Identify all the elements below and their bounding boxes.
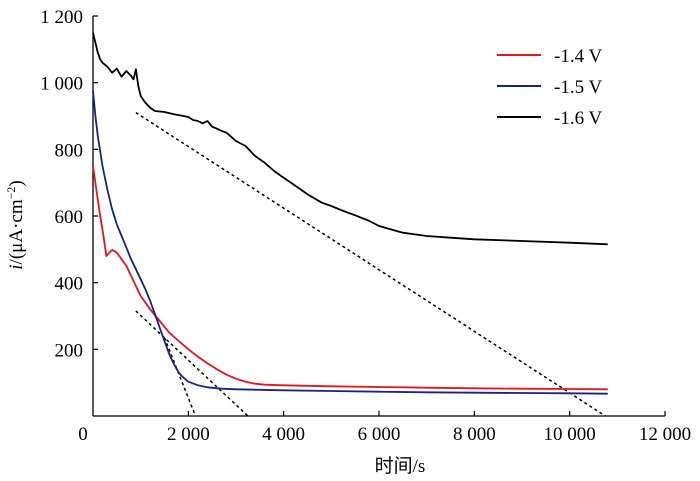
tangent-line (135, 112, 606, 417)
x-tick-label: 12 000 (639, 424, 691, 445)
x-tick-label: 8 000 (453, 424, 496, 445)
x-tick-label: 0 (78, 424, 88, 445)
x-axis-title: 时间/s (375, 455, 426, 477)
y-axis-title: i/(μA·cm−2) (4, 180, 27, 269)
y-ticks: 200 400 600 800 1 000 1 200 (40, 7, 98, 361)
x-tick-label: 4 000 (262, 424, 305, 445)
x-tick-label: 10 000 (544, 424, 596, 445)
legend-label: -1.4 V (554, 46, 602, 67)
tangent-line (135, 310, 249, 417)
y-tick-label: 400 (55, 274, 84, 295)
x-ticks: 0 2 000 4 000 6 000 8 000 10 000 12 000 (78, 411, 691, 445)
series-layer (92, 32, 608, 395)
x-tick-label: 2 000 (167, 424, 210, 445)
x-tick-label: 6 000 (358, 424, 401, 445)
y-axis-title-unit: /(μA·cm (6, 199, 27, 264)
legend-label: -1.5 V (554, 77, 602, 98)
y-tick-label: 600 (55, 207, 84, 228)
tangent-lines (135, 112, 606, 417)
y-tick-label: 1 000 (40, 74, 83, 95)
tangent-line (163, 337, 197, 417)
legend: -1.4 V -1.5 V -1.6 V (497, 46, 602, 129)
y-axis-title-sup: −2 (4, 187, 18, 200)
y-axis-title-close: ) (6, 180, 27, 186)
legend-label: -1.6 V (554, 108, 602, 129)
axes: 0 2 000 4 000 6 000 8 000 10 000 12 000 200 400… (40, 7, 691, 445)
series-line (92, 165, 608, 391)
y-tick-label: 800 (55, 140, 84, 161)
series-line (92, 90, 608, 395)
y-tick-label: 1 200 (40, 7, 83, 28)
series-line (92, 32, 608, 246)
y-axis-title-italic: i (6, 264, 27, 269)
y-tick-label: 200 (55, 340, 84, 361)
